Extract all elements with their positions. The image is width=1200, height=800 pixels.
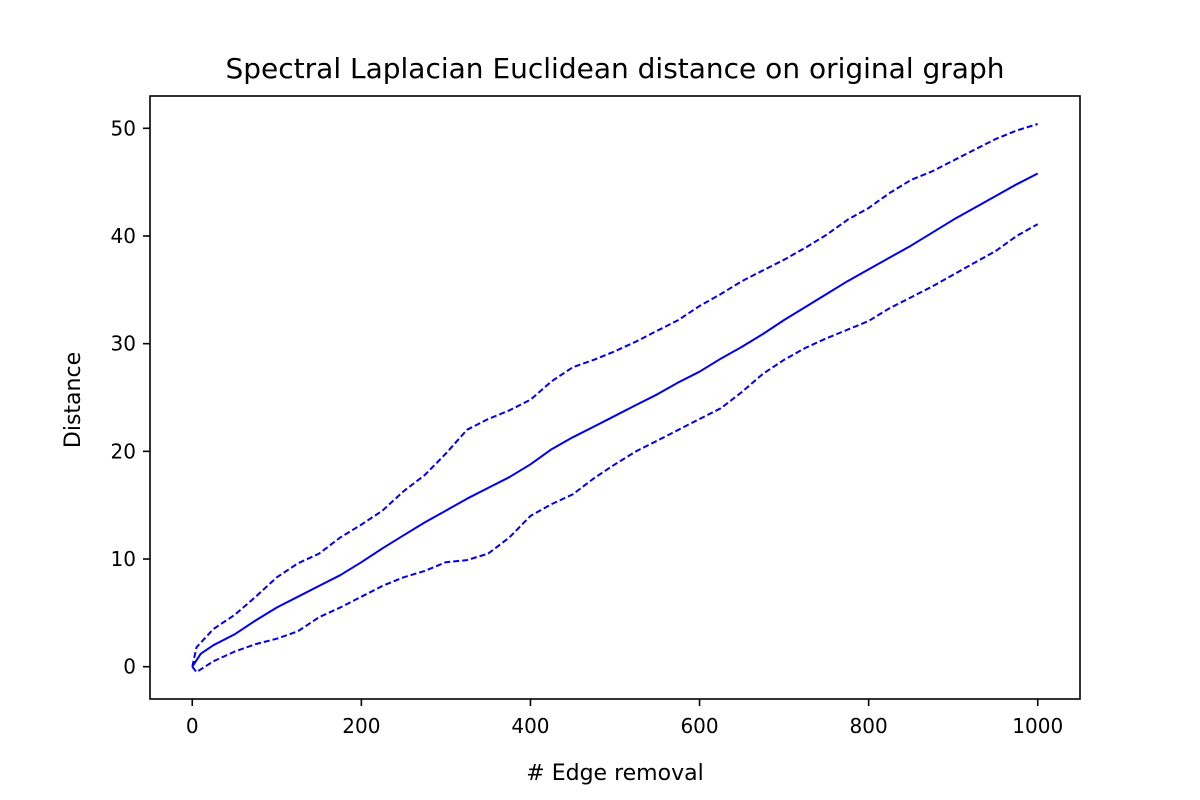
x-tick-label: 600 xyxy=(680,714,718,738)
y-tick-label: 40 xyxy=(111,224,136,248)
series-line-mean xyxy=(191,172,1039,668)
x-axis-label: # Edge removal xyxy=(526,761,703,786)
y-axis-ticks: 0 10 20 30 40 50 xyxy=(111,116,150,679)
plot-lines xyxy=(191,123,1039,674)
series-line-bound-2 xyxy=(191,223,1039,674)
x-tick-label: 0 xyxy=(186,714,199,738)
y-tick-label: 0 xyxy=(123,655,136,679)
chart-title: Spectral Laplacian Euclidean distance on… xyxy=(226,52,1005,85)
y-tick-label: 30 xyxy=(111,332,136,356)
x-tick-label: 800 xyxy=(850,714,888,738)
x-tick-label: 1000 xyxy=(1012,714,1063,738)
plot-frame xyxy=(149,95,1081,700)
x-axis-ticks: 0 200 400 600 800 1000 xyxy=(186,699,1063,738)
series-line-bound-1 xyxy=(191,123,1038,667)
y-axis-label: Distance xyxy=(61,352,86,448)
y-tick-label: 10 xyxy=(111,547,136,571)
y-tick-label: 50 xyxy=(111,116,136,140)
x-tick-label: 200 xyxy=(342,714,380,738)
x-tick-label: 400 xyxy=(511,714,549,738)
y-tick-label: 20 xyxy=(111,439,136,463)
